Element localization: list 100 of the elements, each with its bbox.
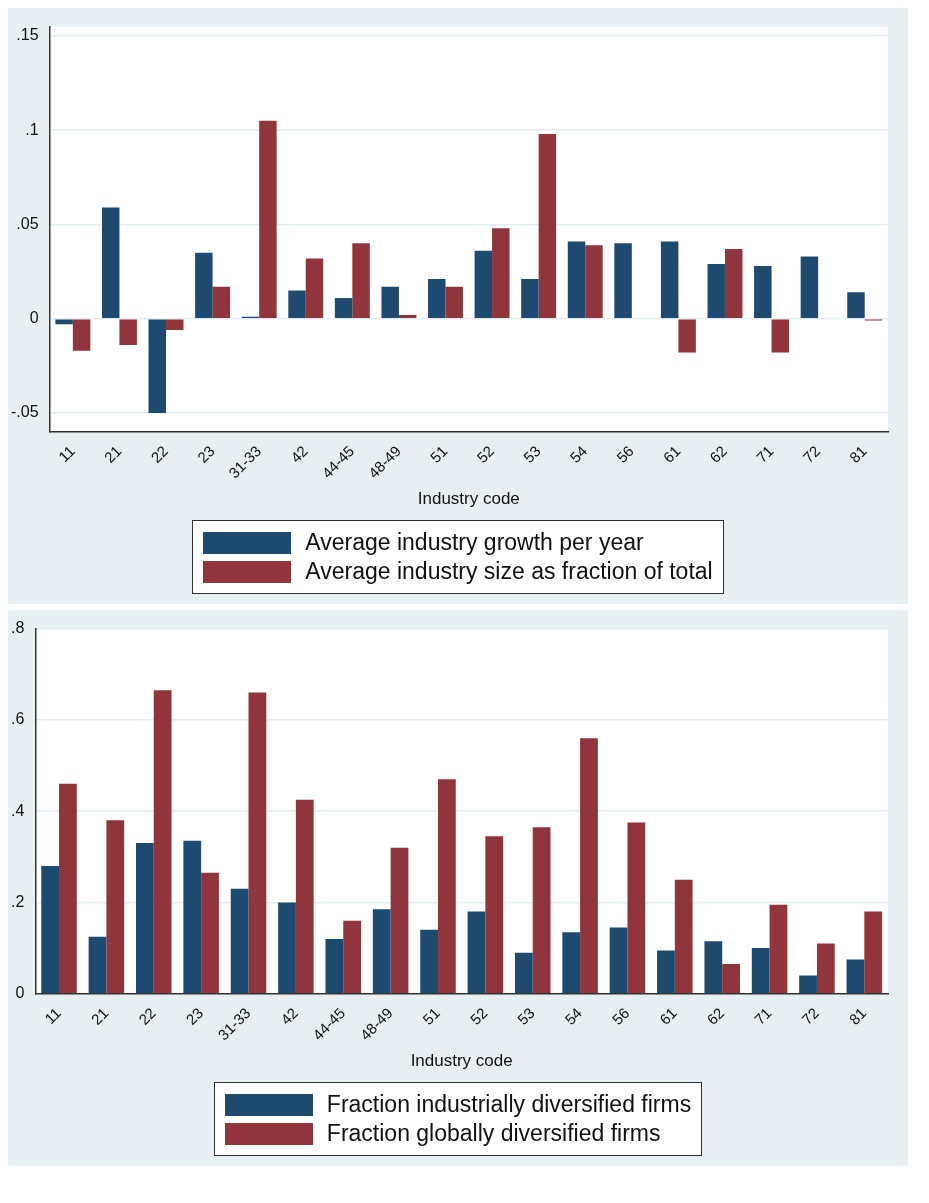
bar bbox=[847, 292, 865, 318]
bar bbox=[88, 936, 107, 993]
x-axis-title: Industry code bbox=[410, 1051, 513, 1071]
x-tick-label: 54 bbox=[566, 442, 591, 466]
bar bbox=[799, 975, 817, 993]
x-tick-label: 72 bbox=[799, 442, 824, 466]
legend-label: Average industry growth per year bbox=[305, 529, 644, 556]
bar bbox=[381, 286, 399, 318]
x-tick-label: 23 bbox=[182, 1004, 207, 1028]
bar bbox=[521, 279, 539, 318]
bar bbox=[195, 252, 213, 318]
bar bbox=[800, 256, 819, 318]
y-tick-label: .1 bbox=[25, 120, 39, 138]
bar bbox=[614, 243, 632, 318]
x-tick-label: 81 bbox=[845, 442, 870, 466]
y-tick-label: 0 bbox=[15, 984, 25, 1002]
bar bbox=[55, 319, 73, 325]
bar bbox=[722, 964, 740, 993]
x-tick-label: 71 bbox=[752, 442, 777, 466]
bar bbox=[390, 847, 409, 993]
x-tick-label: 42 bbox=[277, 1004, 301, 1028]
x-tick-label: 51 bbox=[419, 1004, 444, 1028]
bar bbox=[41, 865, 60, 993]
x-tick-label: 61 bbox=[656, 1004, 680, 1028]
bar bbox=[474, 250, 493, 318]
bar bbox=[627, 822, 646, 993]
x-tick-label: 11 bbox=[41, 1004, 65, 1028]
bar bbox=[445, 286, 463, 318]
bar bbox=[372, 909, 391, 993]
bar bbox=[660, 241, 679, 318]
x-tick-label: 62 bbox=[706, 442, 731, 466]
legend-label: Fraction globally diversified firms bbox=[326, 1120, 661, 1147]
bar bbox=[212, 286, 231, 318]
bar bbox=[724, 248, 743, 318]
x-tick-label: 71 bbox=[750, 1004, 775, 1028]
bar bbox=[420, 929, 438, 993]
bar bbox=[437, 779, 456, 993]
x-tick-label: 61 bbox=[659, 442, 684, 466]
x-tick-label: 53 bbox=[519, 442, 544, 466]
x-tick-label: 72 bbox=[798, 1004, 822, 1028]
y-tick-label: 0 bbox=[29, 309, 39, 327]
y-tick-label: .2 bbox=[11, 892, 25, 910]
bar bbox=[816, 943, 835, 993]
bar bbox=[678, 319, 696, 353]
bar bbox=[230, 888, 249, 993]
y-tick-label: -.05 bbox=[10, 403, 39, 421]
bar bbox=[59, 783, 77, 993]
bar bbox=[106, 820, 125, 993]
bar bbox=[334, 297, 353, 318]
bar bbox=[295, 799, 314, 993]
x-tick-label: 56 bbox=[608, 1004, 633, 1028]
y-tick-label: .4 bbox=[11, 801, 25, 819]
bar bbox=[704, 941, 723, 993]
bar bbox=[751, 948, 770, 993]
bar bbox=[398, 314, 417, 318]
x-tick-label: 21 bbox=[100, 442, 125, 466]
bar bbox=[562, 932, 581, 993]
bar bbox=[153, 690, 172, 993]
bar bbox=[305, 258, 324, 318]
bar bbox=[352, 243, 370, 318]
legend-label: Average industry size as fraction of total bbox=[305, 558, 713, 585]
y-tick-label: .05 bbox=[16, 214, 39, 232]
bar bbox=[343, 920, 362, 993]
bar bbox=[846, 959, 865, 993]
x-tick-label: 11 bbox=[54, 442, 78, 466]
bar bbox=[674, 879, 693, 993]
legend-label: Fraction industrially diversified firms bbox=[326, 1091, 692, 1118]
x-tick-label: 52 bbox=[466, 1004, 491, 1028]
bar bbox=[428, 279, 446, 318]
bar bbox=[609, 927, 628, 993]
bar bbox=[492, 228, 510, 318]
bar bbox=[101, 207, 120, 318]
x-tick-label: 62 bbox=[703, 1004, 728, 1028]
x-tick-label: 53 bbox=[513, 1004, 538, 1028]
bar bbox=[567, 241, 586, 318]
bar bbox=[585, 245, 603, 318]
x-axis-title: Industry code bbox=[417, 489, 520, 509]
x-tick-label: 51 bbox=[426, 442, 451, 466]
x-tick-label: 52 bbox=[473, 442, 498, 466]
bar bbox=[580, 738, 598, 993]
bar bbox=[754, 265, 772, 318]
x-tick-label: 22 bbox=[135, 1004, 159, 1028]
bar bbox=[288, 290, 306, 318]
bar bbox=[325, 938, 344, 993]
x-tick-label: 56 bbox=[613, 442, 637, 466]
x-tick-label: 81 bbox=[845, 1004, 870, 1028]
bar bbox=[183, 840, 202, 993]
bar bbox=[532, 827, 551, 993]
bar bbox=[72, 319, 91, 351]
x-tick-label: 54 bbox=[561, 1004, 586, 1028]
bar bbox=[538, 134, 557, 318]
bar bbox=[864, 911, 883, 993]
bar bbox=[771, 319, 790, 353]
bar bbox=[259, 120, 277, 318]
bar bbox=[119, 319, 137, 346]
x-tick-label: 42 bbox=[286, 442, 311, 466]
x-tick-label: 21 bbox=[87, 1004, 112, 1028]
bar bbox=[485, 836, 504, 993]
bar bbox=[769, 904, 788, 993]
bar bbox=[278, 902, 296, 993]
